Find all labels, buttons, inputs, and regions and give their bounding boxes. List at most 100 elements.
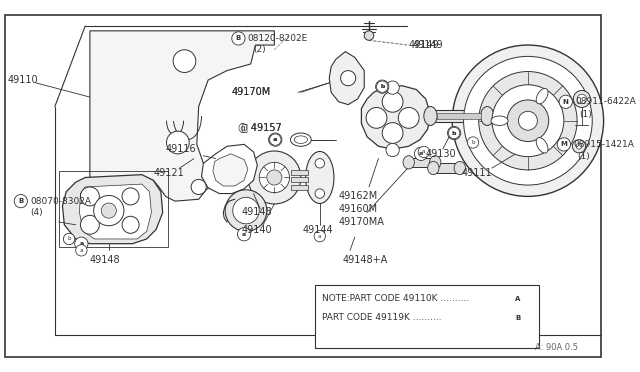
Circle shape xyxy=(237,228,251,241)
Text: a: a xyxy=(318,234,321,239)
Circle shape xyxy=(267,170,282,185)
Circle shape xyxy=(75,237,88,250)
Ellipse shape xyxy=(491,116,508,125)
Polygon shape xyxy=(213,154,248,186)
Text: b: b xyxy=(67,237,71,241)
Circle shape xyxy=(269,134,280,145)
Circle shape xyxy=(315,158,324,168)
Text: (4): (4) xyxy=(30,208,43,217)
Circle shape xyxy=(386,81,399,94)
Text: b: b xyxy=(452,131,456,135)
Ellipse shape xyxy=(536,89,548,104)
Circle shape xyxy=(447,126,461,140)
Bar xyxy=(433,163,460,173)
Text: a: a xyxy=(273,137,277,142)
Text: 08911-6422A: 08911-6422A xyxy=(575,97,636,106)
Text: a: a xyxy=(79,248,83,253)
Circle shape xyxy=(511,292,525,305)
Polygon shape xyxy=(79,184,152,239)
Text: M: M xyxy=(561,141,567,147)
Text: (2): (2) xyxy=(253,45,266,54)
Polygon shape xyxy=(63,174,163,244)
Circle shape xyxy=(463,57,592,185)
Bar xyxy=(291,185,308,190)
Circle shape xyxy=(449,127,460,139)
Circle shape xyxy=(269,134,281,145)
Text: a: a xyxy=(242,232,246,237)
Circle shape xyxy=(233,198,259,224)
Text: @ 49157: @ 49157 xyxy=(239,122,282,132)
Circle shape xyxy=(452,45,604,196)
Bar xyxy=(437,113,481,119)
Circle shape xyxy=(376,80,389,93)
Text: 49110: 49110 xyxy=(8,75,38,85)
Circle shape xyxy=(382,123,403,144)
Circle shape xyxy=(76,245,87,256)
Ellipse shape xyxy=(424,106,437,125)
Text: a: a xyxy=(419,151,423,156)
Circle shape xyxy=(376,81,388,92)
Ellipse shape xyxy=(294,136,307,144)
Text: 08070-8302A: 08070-8302A xyxy=(30,197,92,206)
Text: 49144: 49144 xyxy=(303,225,333,234)
Text: 08120-8202E: 08120-8202E xyxy=(248,34,308,43)
Circle shape xyxy=(572,140,586,153)
Text: a: a xyxy=(79,241,83,246)
Circle shape xyxy=(386,144,399,157)
Circle shape xyxy=(14,195,28,208)
Circle shape xyxy=(511,311,525,324)
Text: 49170MA: 49170MA xyxy=(339,217,385,227)
Ellipse shape xyxy=(428,161,439,174)
Text: B: B xyxy=(515,315,521,321)
Polygon shape xyxy=(329,52,364,105)
Text: A: 90A 0.5: A: 90A 0.5 xyxy=(534,343,577,352)
Circle shape xyxy=(414,147,428,160)
Text: 49121: 49121 xyxy=(153,168,184,178)
Circle shape xyxy=(382,92,403,112)
Text: a: a xyxy=(272,137,276,142)
Text: b: b xyxy=(452,131,456,135)
Text: b: b xyxy=(471,140,475,145)
Text: Ⓘ 49157: Ⓘ 49157 xyxy=(242,122,282,132)
Circle shape xyxy=(559,95,572,108)
Text: 49130: 49130 xyxy=(426,149,456,159)
Circle shape xyxy=(173,50,196,73)
Polygon shape xyxy=(202,144,257,193)
Circle shape xyxy=(63,233,75,245)
Circle shape xyxy=(366,108,387,128)
Circle shape xyxy=(479,71,577,170)
Bar xyxy=(409,158,435,167)
Text: 49149: 49149 xyxy=(409,40,439,50)
Text: A: A xyxy=(515,296,521,302)
Text: 49149: 49149 xyxy=(413,40,443,50)
Circle shape xyxy=(557,138,570,151)
Text: 08915-1421A: 08915-1421A xyxy=(573,140,634,149)
Text: (1): (1) xyxy=(579,110,592,119)
Circle shape xyxy=(225,190,267,231)
Text: b: b xyxy=(380,84,384,89)
Circle shape xyxy=(248,151,301,204)
Circle shape xyxy=(122,216,139,233)
Ellipse shape xyxy=(291,133,311,146)
Text: 49116: 49116 xyxy=(166,144,196,154)
Ellipse shape xyxy=(305,151,334,203)
Circle shape xyxy=(518,111,538,130)
Circle shape xyxy=(122,188,139,205)
Bar xyxy=(59,171,168,247)
Circle shape xyxy=(269,133,282,146)
Circle shape xyxy=(340,71,356,86)
Circle shape xyxy=(577,94,587,104)
Circle shape xyxy=(93,195,124,226)
Circle shape xyxy=(507,100,548,141)
Circle shape xyxy=(576,144,582,149)
Text: B: B xyxy=(18,198,24,204)
Ellipse shape xyxy=(403,156,414,169)
Polygon shape xyxy=(362,86,431,149)
Circle shape xyxy=(259,162,289,193)
Circle shape xyxy=(191,179,206,195)
Text: 49160M: 49160M xyxy=(339,204,378,214)
Circle shape xyxy=(314,231,326,242)
Circle shape xyxy=(467,137,479,148)
Text: B: B xyxy=(236,35,241,41)
Ellipse shape xyxy=(429,156,441,169)
